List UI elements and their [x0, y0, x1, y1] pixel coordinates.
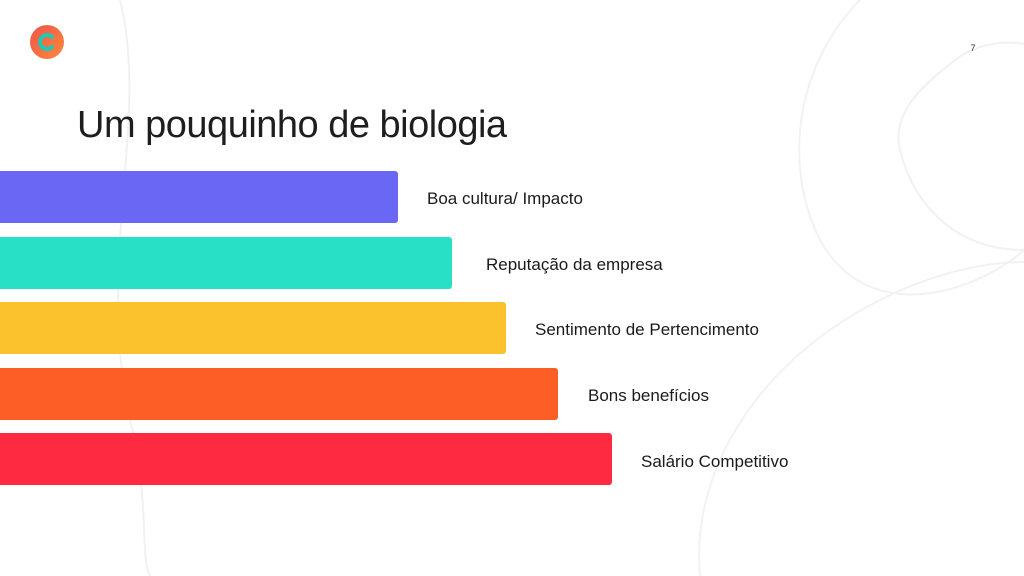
bar-boa-cultura — [0, 171, 398, 223]
slide-title: Um pouquinho de biologia — [77, 104, 507, 146]
brand-logo-icon — [30, 25, 64, 59]
page-number: 7 — [970, 43, 976, 53]
label-pertencimento: Sentimento de Pertencimento — [535, 320, 759, 339]
bar-reputacao — [0, 237, 452, 289]
label-reputacao: Reputação da empresa — [486, 255, 663, 274]
bar-beneficios — [0, 368, 558, 420]
label-beneficios: Bons benefícios — [588, 386, 709, 405]
label-salario: Salário Competitivo — [641, 452, 789, 471]
bar-pertencimento — [0, 302, 506, 354]
bar-salario — [0, 433, 612, 485]
label-boa-cultura: Boa cultura/ Impacto — [427, 189, 583, 208]
